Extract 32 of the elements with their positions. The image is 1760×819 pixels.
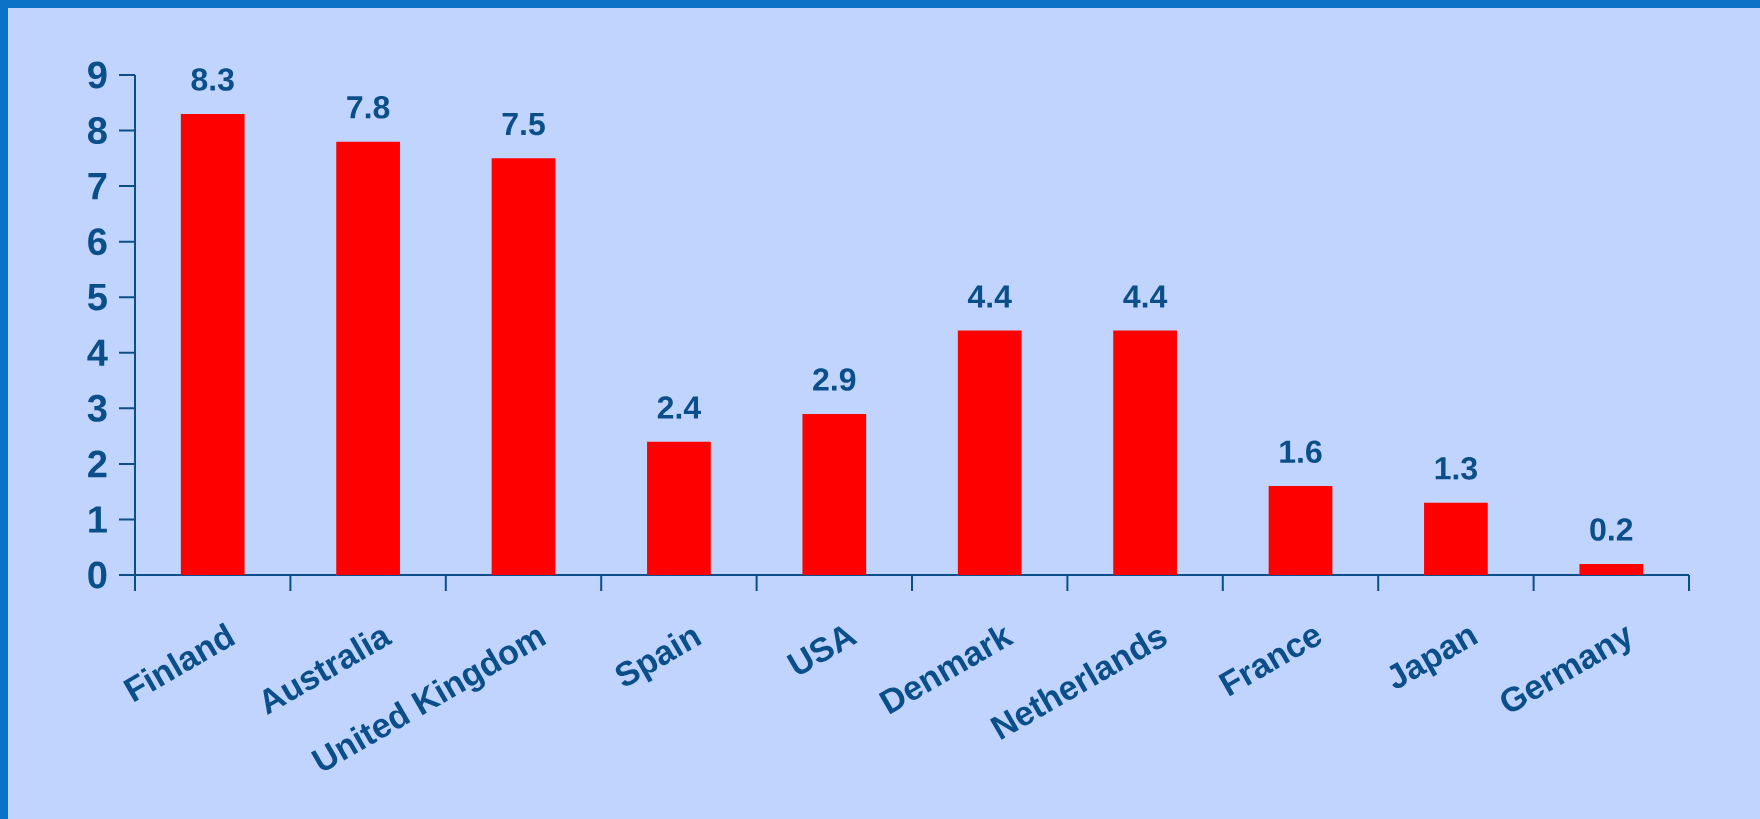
y-tick-label: 2 <box>88 450 107 478</box>
y-tick-label: 8 <box>88 117 107 145</box>
data-label: 0.2 <box>1590 518 1633 541</box>
data-label: 8.3 <box>191 68 234 91</box>
y-tick-label: 6 <box>88 228 107 256</box>
data-label: 1.6 <box>1280 440 1322 464</box>
x-tick-label: Spain <box>615 629 702 686</box>
bar <box>802 413 867 575</box>
y-tick-label: 5 <box>87 283 107 311</box>
bar <box>1579 563 1644 575</box>
y-tick-label: 4 <box>87 339 108 366</box>
bar <box>180 113 245 575</box>
data-label: 7.5 <box>502 112 545 136</box>
bar <box>491 158 556 575</box>
data-label: 4.4 <box>1123 285 1168 308</box>
y-tick-label: 1 <box>89 506 107 533</box>
x-tick-label: USA <box>786 626 858 674</box>
bar <box>1268 486 1333 575</box>
bar <box>1424 502 1488 575</box>
bar <box>1113 330 1177 575</box>
data-label: 2.9 <box>813 368 856 391</box>
data-label: 2.4 <box>657 396 701 419</box>
bar <box>957 330 1022 575</box>
data-label: 7.8 <box>347 95 390 119</box>
data-label: 4.4 <box>967 285 1012 308</box>
data-label: 1.3 <box>1435 457 1477 480</box>
bar <box>336 141 400 575</box>
y-tick-label: 9 <box>88 61 107 89</box>
y-tick-label: 3 <box>87 394 107 422</box>
y-tick-label: 0 <box>88 561 107 589</box>
y-tick-label: 7 <box>88 173 107 200</box>
bar <box>647 441 711 575</box>
